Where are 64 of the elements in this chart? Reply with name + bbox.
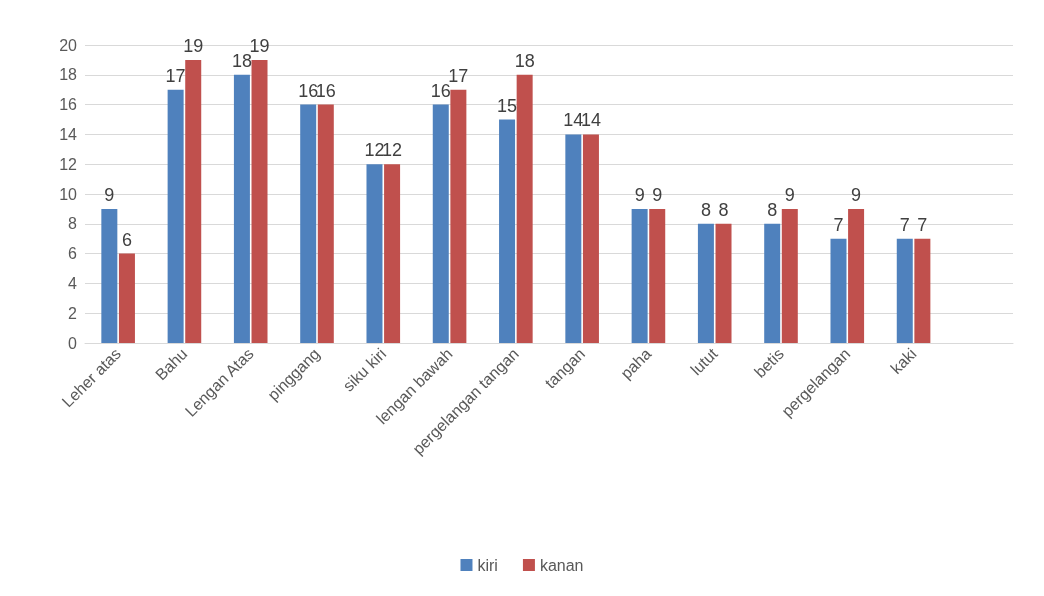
data-label: 9 <box>634 184 645 205</box>
data-label: 18 <box>514 50 535 71</box>
bar <box>499 119 516 343</box>
bar <box>631 208 648 343</box>
data-label: 12 <box>382 140 403 161</box>
bar <box>366 164 383 343</box>
data-label: 6 <box>121 229 132 250</box>
bar <box>450 89 467 343</box>
bar <box>764 223 781 343</box>
data-label: 18 <box>231 50 252 71</box>
bar <box>848 208 865 343</box>
y-tick-label: 16 <box>59 96 78 114</box>
legend-label: kiri <box>477 556 498 574</box>
bar <box>697 223 714 343</box>
bar <box>300 104 317 343</box>
data-label: 7 <box>917 214 928 235</box>
data-label: 9 <box>851 184 862 205</box>
bar <box>715 223 732 343</box>
y-tick-label: 18 <box>59 66 78 84</box>
data-label: 9 <box>652 184 663 205</box>
bar <box>914 238 931 343</box>
y-tick-label: 6 <box>68 245 78 263</box>
bar <box>233 74 250 343</box>
legend-label: kanan <box>539 556 584 574</box>
bar <box>167 89 184 343</box>
data-label: 19 <box>183 35 204 56</box>
x-tick-label: lutut <box>687 344 722 379</box>
bar <box>185 59 202 343</box>
bar <box>830 238 847 343</box>
x-tick-label: siku kiri <box>339 344 390 395</box>
bar <box>384 164 401 343</box>
y-tick-label: 10 <box>59 185 78 203</box>
bar <box>317 104 334 343</box>
bar <box>432 104 449 343</box>
x-tick-label: kaki <box>887 344 920 378</box>
data-label: 12 <box>364 140 385 161</box>
data-label: 17 <box>448 65 469 86</box>
data-label: 7 <box>833 214 844 235</box>
data-label: 8 <box>700 199 711 220</box>
bar <box>649 208 666 343</box>
data-label: 8 <box>767 199 778 220</box>
bar <box>565 134 582 343</box>
bar <box>781 208 798 343</box>
bar <box>251 59 268 343</box>
data-label: 17 <box>165 65 186 86</box>
data-label: 8 <box>718 199 729 220</box>
y-tick-label: 4 <box>68 274 78 292</box>
data-label: 15 <box>497 95 518 116</box>
bar <box>516 74 533 343</box>
data-label: 9 <box>104 184 115 205</box>
y-tick-label: 20 <box>59 36 78 54</box>
bar <box>582 134 599 343</box>
data-label: 14 <box>563 110 584 131</box>
y-tick-label: 14 <box>59 125 78 143</box>
data-label: 16 <box>298 80 319 101</box>
y-tick-label: 0 <box>68 334 78 352</box>
data-label: 7 <box>899 214 910 235</box>
data-label: 9 <box>784 184 795 205</box>
y-tick-label: 2 <box>68 304 78 322</box>
y-tick-label: 12 <box>59 155 78 173</box>
bar <box>118 253 135 343</box>
bar <box>101 208 118 343</box>
y-tick-label: 8 <box>68 215 78 233</box>
bar <box>896 238 913 343</box>
